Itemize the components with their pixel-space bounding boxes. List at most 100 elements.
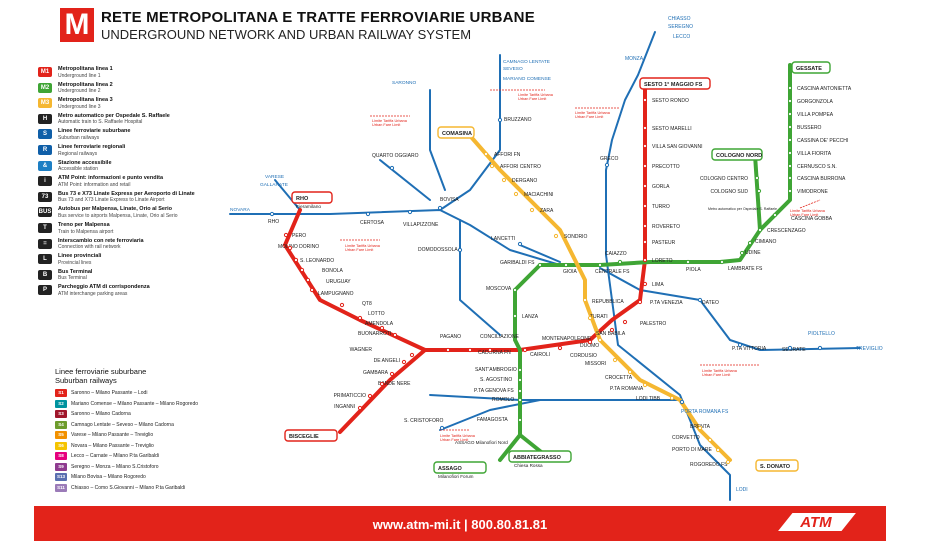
m1-station-label: ROVERETO xyxy=(652,224,680,230)
rail-stop xyxy=(439,425,445,431)
terminal-label: BISCEGLIE xyxy=(289,434,319,440)
m1-stop xyxy=(379,325,385,331)
m2-station-label: PIOLA xyxy=(686,267,701,273)
m3-station-label: REPUBBLICA xyxy=(592,299,624,305)
m1-stop xyxy=(642,143,648,149)
suburban-line-route: Varese – Milano Passante – Treviglio xyxy=(71,432,154,438)
fare-limit-label-en: Urban Fare Limit xyxy=(790,213,819,217)
rail-stop xyxy=(679,399,685,405)
m1-station-label: URUGUAY xyxy=(326,279,351,285)
rail-line-saronno xyxy=(429,89,446,191)
m1-station-label: AMENDOLA xyxy=(365,321,394,327)
suburban-line-badge: S6 xyxy=(55,441,67,450)
m3-stop xyxy=(642,382,648,388)
m2-branch-cologno xyxy=(753,153,762,232)
rail-station-label: MONZA xyxy=(625,56,644,62)
legend-label-en: Suburban railways xyxy=(58,134,100,141)
m1-stop xyxy=(339,302,345,308)
legend-symbol: = xyxy=(38,238,52,249)
terminal-label: COMASINA xyxy=(442,131,472,137)
m3-station-label: MONTENAPOLEONE xyxy=(542,336,592,342)
m2-stop xyxy=(719,259,725,265)
rail-stop xyxy=(737,342,743,348)
suburban-line-route: Mariano Comense – Milano Passante – Mila… xyxy=(71,400,199,407)
m3-stop xyxy=(483,151,489,157)
m3-station-label: PORTO DI MARE xyxy=(672,447,712,453)
m3-stop xyxy=(612,357,618,363)
legend-label-en: Underground line 3 xyxy=(58,103,101,110)
rail-station-label: GRECO xyxy=(600,156,618,162)
legend-symbol: M2 xyxy=(38,82,52,93)
rail-line-novara-garibaldi xyxy=(229,209,561,266)
m1-station-label: SESTO MARELLI xyxy=(652,126,692,132)
suburban-line-item: S6 Novara – Milano Passante – Treviglio xyxy=(55,441,255,452)
m2-station-label: CRESCENZAGO xyxy=(767,228,806,234)
m2-station-label: CERNUSCO S.N. xyxy=(797,164,837,170)
m2-stop xyxy=(787,124,793,130)
m1-stop xyxy=(642,281,648,287)
footer-contact[interactable]: www.atm-mi.it | 800.80.81.81 xyxy=(372,517,548,532)
legend-item: BUS Autobus per Malpensa, Linate, Orio al… xyxy=(38,206,238,222)
rail-station-label: CAMNAGO LENTATE xyxy=(503,59,550,65)
m3-station-label: DERGANO xyxy=(512,178,537,184)
legend-symbol: M3 xyxy=(38,98,52,109)
metro-logo: M xyxy=(60,8,94,42)
legend-item: H Metro automatico per Ospedale S. Raffae… xyxy=(38,113,238,129)
legend-item: i ATM Point: informazioni e punto vendita… xyxy=(38,175,238,191)
m3-stop xyxy=(587,315,593,321)
legend-label-en: ATM Point: information and retail xyxy=(58,181,131,188)
suburban-line-badge: S11 xyxy=(55,483,67,492)
terminal-label: GESSATE xyxy=(796,66,822,72)
rail-station-label: DATEO xyxy=(702,300,719,306)
m3-station-label: LODI TIBB xyxy=(636,396,661,402)
fare-limit-label: Limite Tariffa Urbana xyxy=(518,93,554,97)
rail-station-label: NOVARA xyxy=(230,207,251,213)
fare-limit-line xyxy=(799,199,821,209)
rail-station-label: LODI xyxy=(736,487,748,493)
m2-station-label: LAMBRATE FS xyxy=(728,266,763,272)
m1-station-label: DUOMO xyxy=(580,343,599,349)
m3-stop xyxy=(725,459,731,465)
suburban-line-item: S3 Saronno – Milano Cadorna xyxy=(55,410,255,420)
m2-stop xyxy=(739,250,745,256)
suburban-line-badge: S5 xyxy=(55,431,67,439)
m2-station-label: Milanofiori Forum xyxy=(438,474,474,479)
legend-label: Metropolitana linea 2 xyxy=(58,81,113,88)
suburban-line-route: Seregno – Monza – Milano S.Cristoforo xyxy=(71,463,159,470)
suburban-line-route: Camnago Lentate – Seveso – Milano Cadorn… xyxy=(71,421,174,428)
suburban-line-item: S1 Saronno – Milano Passante – Lodi xyxy=(55,389,255,399)
rail-station-label: DOMODOSSOLA xyxy=(418,247,458,253)
suburban-line-badge: S9 xyxy=(55,462,67,471)
m1-stop xyxy=(283,232,289,238)
m1-branch-bisceglie xyxy=(338,348,427,434)
legend-label-en: Bus 73 and X73 Linate Express to Linate … xyxy=(58,197,165,204)
legend-item: 73 Bus 73 e X73 Linate Express per Aeropo… xyxy=(38,191,238,207)
m2-station-label: Chiesa Rossa xyxy=(514,463,543,468)
fare-limit-label: Limite Tariffa Urbana xyxy=(372,119,408,123)
rail-stop xyxy=(787,345,793,351)
m1-stop xyxy=(445,347,451,353)
m1-line xyxy=(283,78,647,352)
legend-item: = Interscambio con rete ferroviaria Connec… xyxy=(38,238,238,254)
m1-stop xyxy=(642,257,648,263)
rail-stop xyxy=(817,345,823,351)
m2-station-label: CASCINA ANTONIETTA xyxy=(797,86,852,92)
m2-station-label: COLOGNO CENTRO xyxy=(700,176,748,182)
m1-station-label: LIMA xyxy=(652,282,664,288)
map-title: RETE METROPOLITANA E TRATTE FERROVIARIE … xyxy=(101,9,535,26)
terminal-box xyxy=(711,148,763,161)
m2-station-label: CAIAZZO xyxy=(605,251,627,257)
m2-station-label: GARIBALDI FS xyxy=(500,260,535,266)
fare-limit-label-en: Urban Fare Limit xyxy=(575,115,604,119)
rail-stop xyxy=(365,211,371,217)
m2-stop xyxy=(747,240,753,246)
terminal-box xyxy=(291,191,333,204)
m1-station-label: VILLA SAN GIOVANNI xyxy=(652,144,702,150)
m2-stop xyxy=(512,287,518,293)
rail-station-label: P.TA VITTORIA xyxy=(732,346,767,352)
legend-symbol: BUS xyxy=(38,207,52,218)
legend-symbol: 73 xyxy=(38,191,52,202)
rail-line-quarto-oggiaro xyxy=(379,159,431,201)
